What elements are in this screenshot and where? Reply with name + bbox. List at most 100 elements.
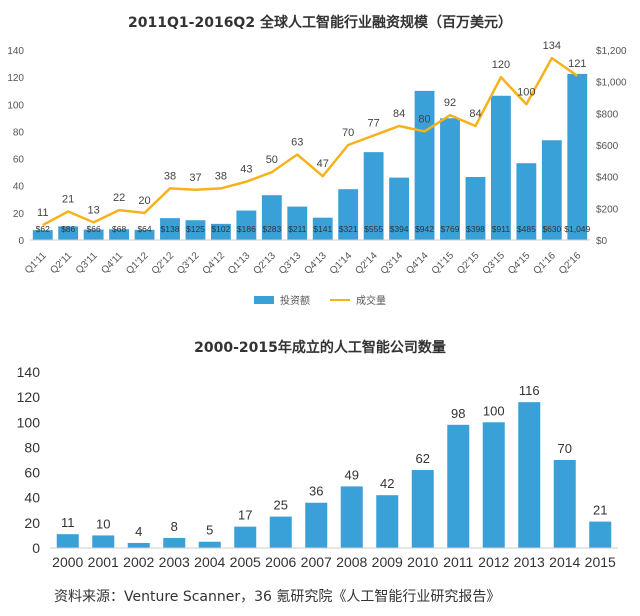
company-count-bar	[447, 424, 470, 548]
deal-count-label: 11	[37, 207, 48, 219]
company-count-bar	[411, 470, 434, 548]
company-count-bar	[163, 537, 186, 548]
company-count-bar	[92, 535, 115, 548]
deal-count-label: 84	[469, 108, 481, 120]
company-count-label: 62	[416, 451, 430, 466]
y-axis-tick: 140	[17, 364, 41, 380]
investment-bar-label: $125	[186, 224, 205, 234]
investment-bar-label: $211	[288, 224, 307, 234]
deal-count-label: 21	[62, 194, 74, 206]
company-count-bar	[234, 526, 257, 548]
y-axis-tick: 0	[32, 540, 40, 556]
deal-count-label: 43	[240, 164, 252, 176]
investment-bar-label: $398	[466, 224, 485, 234]
investment-bar-label: $1,049	[564, 224, 590, 234]
right-axis-tick: $400	[596, 173, 619, 184]
left-axis-tick: 40	[13, 182, 25, 193]
investment-bar-label: $485	[517, 224, 536, 234]
x-tick-label: Q3'12	[175, 250, 202, 277]
left-axis-tick: 100	[7, 100, 24, 111]
investment-bar	[210, 223, 231, 240]
company-count-label: 70	[558, 441, 572, 456]
company-count-label: 21	[593, 503, 607, 518]
legend-label-deals: 成交量	[356, 294, 386, 307]
chart2-bars	[56, 402, 612, 548]
x-tick-label: Q1'12	[124, 250, 151, 277]
y-axis-tick: 60	[24, 465, 40, 481]
deal-count-label: 121	[568, 58, 586, 70]
deal-count-label: 47	[317, 158, 329, 170]
year-tick-label: 2000	[52, 554, 83, 570]
year-tick-label: 2004	[194, 554, 225, 570]
year-tick-label: 2003	[159, 554, 190, 570]
company-count-label: 8	[171, 519, 178, 534]
investment-bar	[287, 206, 308, 240]
deal-count-label: 80	[418, 113, 430, 125]
year-tick-label: 2009	[372, 554, 403, 570]
chart2-x-axis: 2000 2001 2002 2003 2004 2005 2006 2007 2008 2009…	[52, 554, 616, 570]
investment-bar-label: $66	[87, 224, 101, 234]
investment-bar	[83, 229, 104, 240]
investment-bar-label: $394	[390, 224, 409, 234]
deal-count-label: 37	[189, 172, 201, 184]
investment-bar	[338, 189, 359, 240]
investment-bar	[389, 177, 410, 240]
investment-bar	[516, 163, 537, 240]
company-count-label: 36	[309, 484, 323, 499]
x-tick-label: Q1'13	[226, 250, 253, 277]
year-tick-label: 2010	[407, 554, 438, 570]
left-axis-tick: 20	[13, 209, 25, 220]
investment-bar-label: $138	[161, 224, 180, 234]
source-note: 资料来源：Venture Scanner，36 氪研究院《人工智能行业研究报告》	[54, 589, 501, 605]
company-count-bar	[305, 502, 328, 548]
chart1-title: 2011Q1-2016Q2 全球人工智能行业融资规模（百万美元）	[128, 14, 512, 31]
company-count-bar	[56, 534, 79, 548]
company-count-bar	[127, 542, 150, 548]
investment-bar	[312, 217, 333, 240]
deal-count-label: 100	[517, 86, 535, 98]
left-axis-tick: 120	[7, 73, 24, 84]
deal-count-label: 22	[113, 192, 125, 204]
deal-count-label: 38	[215, 170, 227, 182]
deal-count-label: 13	[88, 204, 100, 216]
company-count-bar	[553, 460, 576, 548]
legend-label-investment: 投资额	[280, 294, 310, 307]
investment-bar	[363, 152, 384, 240]
x-tick-label: Q1'14	[328, 250, 355, 277]
chart1-legend: 投资额 成交量	[254, 294, 386, 307]
investment-bar-label: $102	[211, 224, 230, 234]
company-count-label: 17	[238, 508, 252, 523]
investment-bar-label: $283	[262, 224, 281, 234]
investment-bar	[185, 220, 206, 240]
deal-count-label: 63	[291, 137, 303, 149]
deal-count-label: 120	[492, 59, 510, 71]
deal-count-label: 92	[444, 97, 456, 109]
year-tick-label: 2014	[549, 554, 580, 570]
x-tick-label: Q2'15	[455, 250, 482, 277]
company-count-label: 42	[380, 476, 394, 491]
deal-count-label: 50	[266, 154, 278, 166]
x-tick-label: Q4'13	[302, 250, 329, 277]
investment-bar-label: $911	[492, 224, 511, 234]
investment-bar-label: $141	[313, 224, 332, 234]
company-count-label: 49	[345, 467, 359, 482]
company-count-bar	[482, 422, 505, 548]
x-tick-label: Q2'11	[48, 250, 74, 276]
right-axis-tick: $800	[596, 109, 619, 120]
investment-bar	[32, 230, 53, 240]
deal-count-label: 20	[138, 195, 150, 207]
company-count-bar	[518, 402, 541, 548]
company-count-label: 5	[206, 523, 213, 538]
investment-bar	[567, 73, 588, 241]
investment-bar-label: $555	[364, 224, 383, 234]
company-count-label: 25	[274, 498, 288, 513]
year-tick-label: 2011	[443, 554, 473, 570]
x-tick-label: Q1'16	[532, 250, 559, 277]
chart2-y-axis: 0 20 40 60 80 100 120 140	[17, 364, 41, 556]
investment-bar-label: $62	[36, 224, 50, 234]
company-count-bar	[340, 486, 363, 548]
investment-bar-label: $769	[441, 224, 460, 234]
right-axis-tick: $1,000	[596, 78, 627, 89]
x-tick-label: Q3'15	[481, 250, 508, 277]
